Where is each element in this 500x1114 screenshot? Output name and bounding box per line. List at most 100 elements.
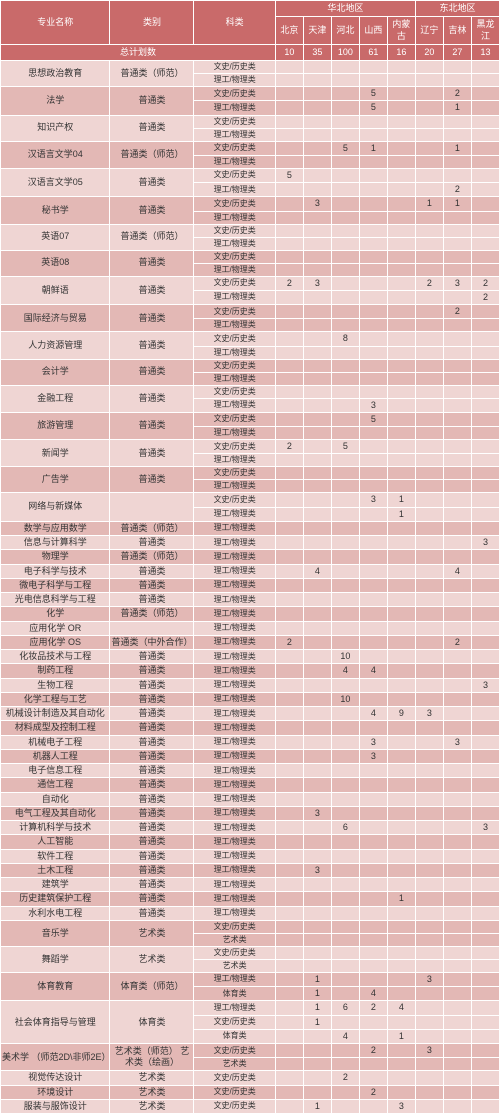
value-cell xyxy=(443,493,471,507)
value-cell xyxy=(331,835,359,849)
value-cell xyxy=(415,454,443,467)
value-cell xyxy=(359,806,387,820)
value-cell xyxy=(471,578,499,592)
subject-cell: 文史/历史类 xyxy=(194,305,275,319)
value-cell xyxy=(331,1044,359,1058)
value-cell xyxy=(359,863,387,877)
value-cell xyxy=(359,155,387,168)
value-cell: 9 xyxy=(387,707,415,721)
value-cell xyxy=(415,87,443,101)
value-cell xyxy=(303,621,331,635)
value-cell xyxy=(387,792,415,806)
value-cell: 4 xyxy=(303,564,331,578)
value-cell xyxy=(471,412,499,426)
value-cell xyxy=(387,959,415,972)
value-cell xyxy=(471,550,499,564)
value-cell xyxy=(275,987,303,1001)
value-cell xyxy=(359,290,387,304)
major-name-cell: 汉语言文学05 xyxy=(1,168,110,197)
value-cell xyxy=(331,290,359,304)
value-cell xyxy=(387,101,415,115)
value-cell xyxy=(359,578,387,592)
value-cell xyxy=(359,1015,387,1029)
value-cell xyxy=(471,1029,499,1043)
value-cell xyxy=(387,1085,415,1099)
category-cell: 普通类 xyxy=(110,764,194,778)
value-cell xyxy=(303,493,331,507)
value-cell xyxy=(303,385,331,398)
category-cell: 普通类 xyxy=(110,678,194,692)
table-row: 体育教育体育类（师范）理工/物理类13 xyxy=(1,972,500,986)
value-cell xyxy=(387,878,415,892)
value-cell xyxy=(471,849,499,863)
value-cell xyxy=(387,398,415,412)
value-cell xyxy=(331,155,359,168)
category-cell: 普通类 xyxy=(110,359,194,385)
subject-cell: 文史/历史类 xyxy=(194,440,275,454)
value-cell xyxy=(443,933,471,946)
value-cell xyxy=(331,412,359,426)
value-cell xyxy=(387,972,415,986)
category-cell: 普通类 xyxy=(110,735,194,749)
value-cell xyxy=(387,372,415,385)
value-cell xyxy=(415,263,443,276)
value-cell: 5 xyxy=(359,412,387,426)
major-name-cell: 化学工程与工艺 xyxy=(1,692,110,706)
value-cell: 3 xyxy=(471,678,499,692)
category-cell: 普通类 xyxy=(110,168,194,197)
value-cell xyxy=(443,721,471,735)
value-cell xyxy=(471,564,499,578)
value-cell xyxy=(303,735,331,749)
value-cell xyxy=(359,1099,387,1113)
table-row: 机械设计制造及其自动化普通类理工/物理类493 xyxy=(1,707,500,721)
category-cell: 普通类 xyxy=(110,792,194,806)
value-cell xyxy=(387,692,415,706)
value-cell xyxy=(387,168,415,182)
value-cell xyxy=(275,863,303,877)
value-cell: 1 xyxy=(387,493,415,507)
value-cell xyxy=(387,806,415,820)
value-cell xyxy=(359,692,387,706)
subject-cell: 理工/物理类 xyxy=(194,821,275,835)
value-cell xyxy=(303,183,331,197)
table-row: 软件工程普通类理工/物理类 xyxy=(1,849,500,863)
value-cell: 1 xyxy=(443,101,471,115)
value-cell xyxy=(415,650,443,664)
value-cell xyxy=(443,332,471,346)
value-cell xyxy=(359,197,387,211)
value-cell xyxy=(331,892,359,906)
value-cell xyxy=(471,332,499,346)
value-cell xyxy=(303,101,331,115)
major-name-cell: 化学 xyxy=(1,607,110,621)
category-cell: 普通类 xyxy=(110,849,194,863)
category-cell: 普通类 xyxy=(110,250,194,276)
value-cell xyxy=(303,454,331,467)
major-name-cell: 通信工程 xyxy=(1,778,110,792)
value-cell xyxy=(275,1029,303,1043)
value-cell xyxy=(359,359,387,372)
value-cell xyxy=(331,480,359,493)
value-cell xyxy=(359,878,387,892)
value-cell xyxy=(303,332,331,346)
value-cell xyxy=(303,892,331,906)
total-cell: 20 xyxy=(415,44,443,60)
value-cell xyxy=(443,319,471,332)
value-cell xyxy=(331,621,359,635)
category-cell: 普通类 xyxy=(110,578,194,592)
value-cell xyxy=(443,835,471,849)
value-cell: 6 xyxy=(331,821,359,835)
value-cell xyxy=(331,749,359,763)
value-cell xyxy=(387,141,415,155)
value-cell: 3 xyxy=(303,276,331,290)
value-cell xyxy=(275,721,303,735)
value-cell xyxy=(415,906,443,920)
value-cell xyxy=(359,821,387,835)
value-cell xyxy=(359,276,387,290)
value-cell xyxy=(415,849,443,863)
value-cell xyxy=(275,385,303,398)
value-cell xyxy=(359,454,387,467)
value-cell xyxy=(275,1099,303,1113)
value-cell xyxy=(331,346,359,359)
subject-cell: 艺术类 xyxy=(194,1058,275,1071)
value-cell xyxy=(471,1085,499,1099)
